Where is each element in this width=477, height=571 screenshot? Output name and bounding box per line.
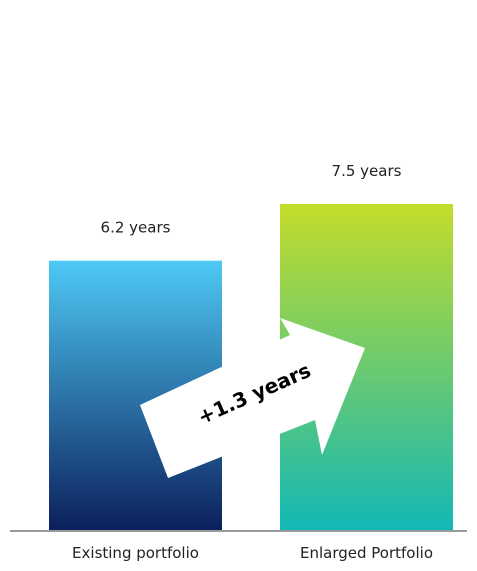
data-label: 7.5 years — [332, 162, 402, 180]
category-label: Existing portfolio — [72, 544, 199, 562]
increase-arrow: +1.3 years — [140, 318, 365, 478]
arrow-shape — [140, 318, 365, 478]
data-label: 6.2 years — [101, 219, 171, 237]
category-label: Enlarged Portfolio — [300, 544, 433, 562]
